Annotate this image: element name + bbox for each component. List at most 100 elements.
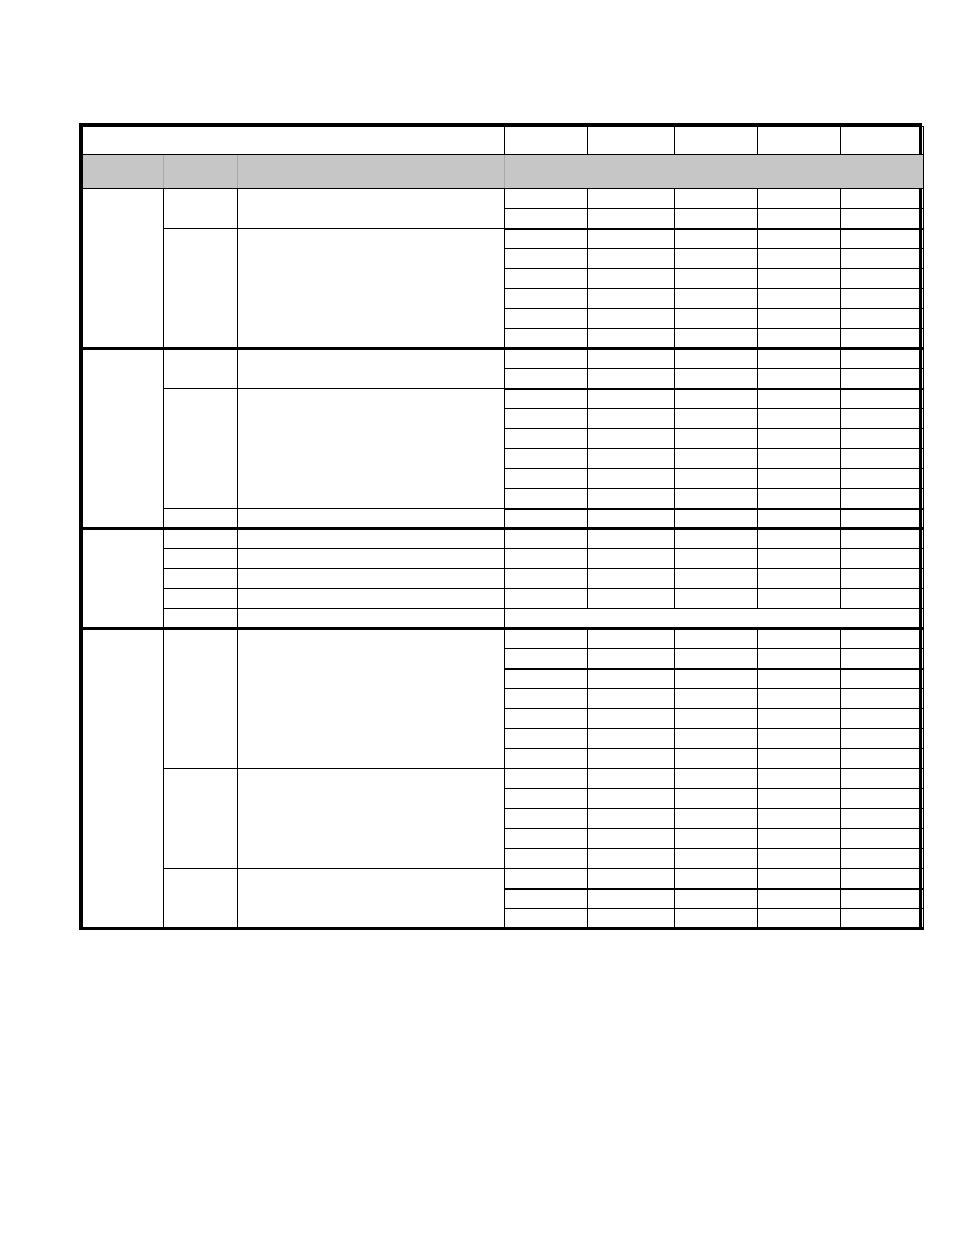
table-cell (758, 229, 841, 249)
table-cell (758, 669, 841, 689)
table-cell (675, 509, 758, 529)
table-cell (588, 449, 675, 469)
table-cell (675, 869, 758, 889)
table-cell (588, 529, 675, 549)
table-cell (83, 349, 164, 529)
table-cell (675, 829, 758, 849)
table-cell (675, 549, 758, 569)
table-cell (588, 729, 675, 749)
table-cell (164, 509, 238, 529)
table-cell (588, 249, 675, 269)
table-cell (758, 189, 841, 209)
table-cell (588, 889, 675, 909)
table-cell (505, 689, 588, 709)
table-cell (675, 749, 758, 769)
table-cell (758, 869, 841, 889)
band-cell (238, 155, 505, 189)
table-cell (675, 729, 758, 749)
table-cell (238, 509, 505, 529)
band-cell (505, 155, 924, 189)
table-cell (505, 769, 588, 789)
table-cell (164, 569, 238, 589)
table-cell (675, 309, 758, 329)
table-cell (758, 509, 841, 529)
table-cell (588, 849, 675, 869)
table-cell (588, 589, 675, 609)
table-cell (588, 369, 675, 389)
table-cell (675, 189, 758, 209)
table-cell (841, 229, 924, 249)
table-cell (164, 189, 238, 229)
table-cell (675, 849, 758, 869)
table-cell (758, 449, 841, 469)
table-cell (841, 849, 924, 869)
table-cell (841, 389, 924, 409)
table-row (83, 549, 924, 569)
table-cell (675, 909, 758, 929)
table-cell (758, 569, 841, 589)
table-cell (675, 649, 758, 669)
table-cell (588, 829, 675, 849)
table-cell (675, 489, 758, 509)
table-cell (505, 369, 588, 389)
table-cell (675, 809, 758, 829)
table-cell (841, 729, 924, 749)
table-cell (505, 309, 588, 329)
table-cell (164, 229, 238, 349)
header-cell (675, 127, 758, 155)
table-cell (758, 909, 841, 929)
table-cell (588, 909, 675, 929)
header-cell (588, 127, 675, 155)
table-cell (588, 289, 675, 309)
table-cell (588, 329, 675, 349)
table-cell (758, 269, 841, 289)
table-cell (675, 209, 758, 229)
table-cell (505, 429, 588, 449)
table-cell (505, 629, 588, 649)
table-cell (758, 849, 841, 869)
table-cell (675, 249, 758, 269)
table-cell (588, 669, 675, 689)
table-cell (841, 549, 924, 569)
table-cell (505, 789, 588, 809)
table (82, 126, 924, 930)
table-cell (505, 209, 588, 229)
table-cell (758, 349, 841, 369)
table-row (83, 769, 924, 789)
table-cell (841, 409, 924, 429)
table-cell (588, 269, 675, 289)
table-cell (83, 529, 164, 629)
table-cell (758, 429, 841, 449)
table-cell (841, 629, 924, 649)
table-cell (758, 889, 841, 909)
table-cell (758, 209, 841, 229)
table-cell (841, 309, 924, 329)
table-cell (841, 769, 924, 789)
table-cell (758, 249, 841, 269)
table-cell (505, 229, 588, 249)
table-cell (675, 669, 758, 689)
table-cell (758, 829, 841, 849)
table-cell (505, 729, 588, 749)
table-cell (164, 349, 238, 389)
table-cell (588, 389, 675, 409)
table-cell (238, 549, 505, 569)
table-cell (164, 769, 238, 869)
table-row (83, 869, 924, 889)
table-cell (505, 869, 588, 889)
table-cell (588, 769, 675, 789)
table-cell (758, 749, 841, 769)
table-cell (758, 289, 841, 309)
table-cell (841, 829, 924, 849)
table-cell (841, 749, 924, 769)
table-cell (505, 889, 588, 909)
table-cell (238, 349, 505, 389)
table-cell (588, 429, 675, 449)
table-cell (505, 189, 588, 209)
table-cell (505, 849, 588, 869)
table-cell (841, 469, 924, 489)
table-cell (675, 689, 758, 709)
table-cell (841, 709, 924, 729)
table-cell (505, 749, 588, 769)
table-cell (675, 469, 758, 489)
